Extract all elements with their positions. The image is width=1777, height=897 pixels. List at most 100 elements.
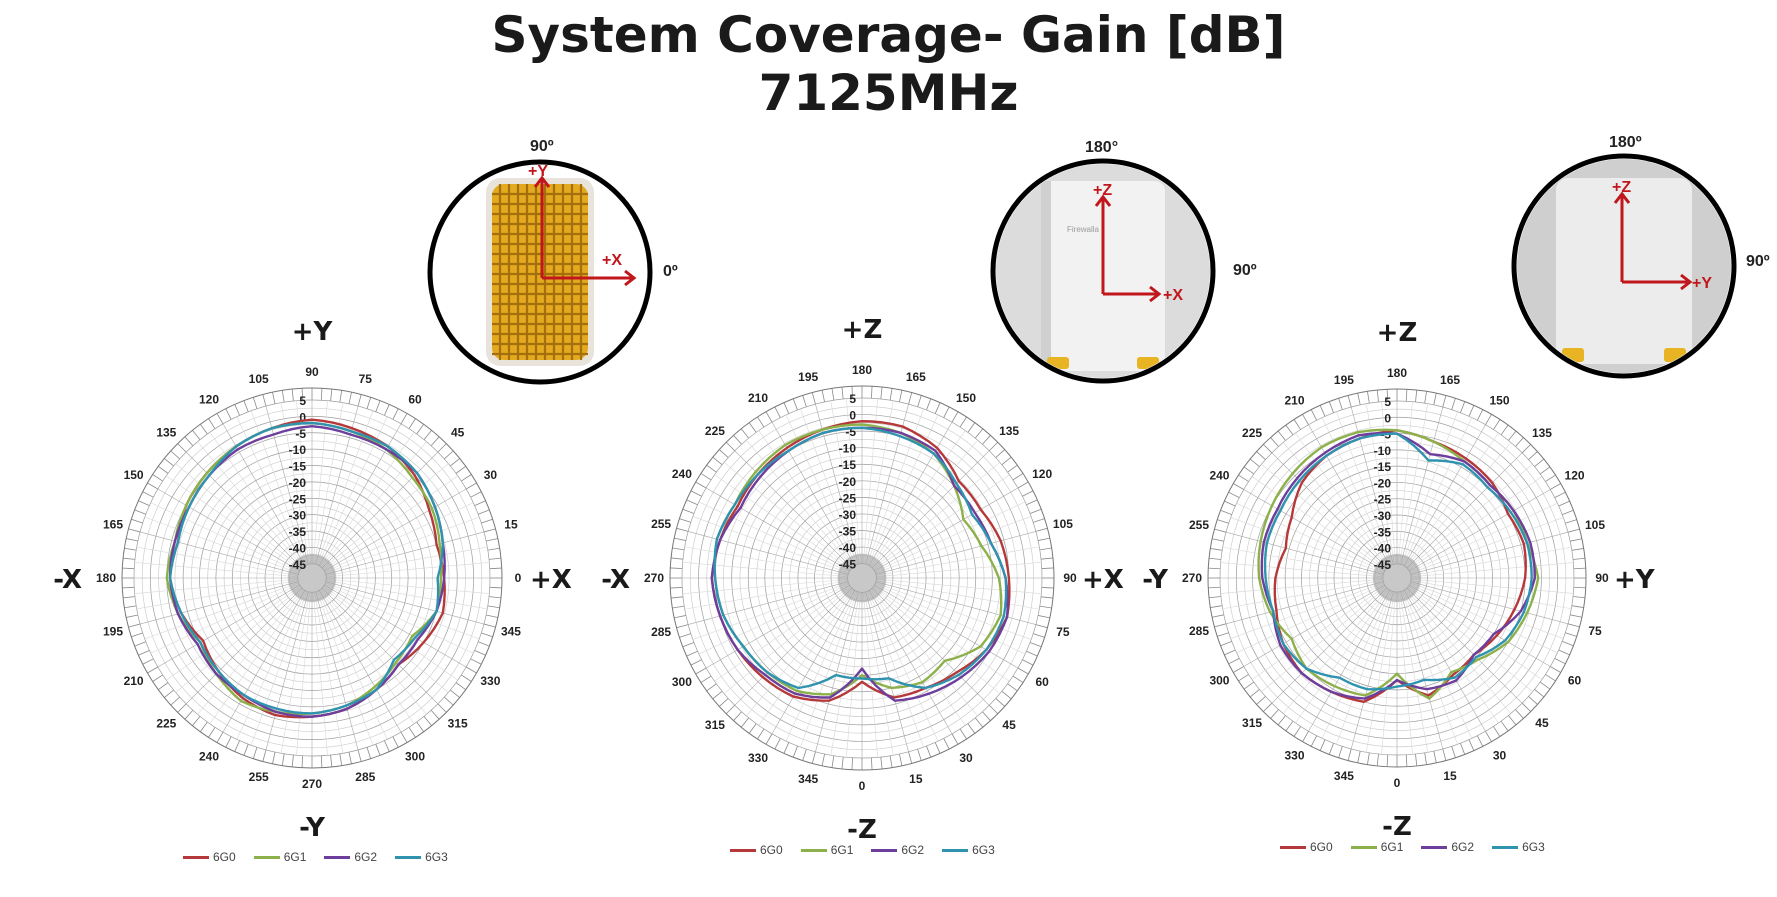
r-tick-label: -10 <box>289 443 307 457</box>
r-tick-label: -25 <box>289 492 307 506</box>
axis-up-label: +Z <box>1093 182 1112 199</box>
legend-item-6g0: 6G0 <box>730 843 783 857</box>
theta-tick-label: 45 <box>1535 716 1549 730</box>
theta-tick-label: 210 <box>1284 393 1304 407</box>
r-tick-label: -10 <box>839 442 857 456</box>
theta-tick-label: 150 <box>124 468 144 482</box>
axis-up-label: +Y <box>528 163 548 180</box>
r-tick-label: -15 <box>1374 460 1392 474</box>
r-tick-label: -40 <box>1374 542 1392 556</box>
outer-tick-ring <box>1207 388 1587 768</box>
r-tick-label: -10 <box>1374 444 1392 458</box>
theta-tick-label: 150 <box>1489 393 1509 407</box>
r-tick-label: 5 <box>849 392 856 406</box>
theta-tick-label: 255 <box>651 517 671 531</box>
legend-item-6g2: 6G2 <box>871 843 924 857</box>
device-inset-top-view: +Y +X <box>426 158 654 386</box>
legend-item-6g0: 6G0 <box>183 850 236 864</box>
theta-tick-label: 195 <box>103 624 123 638</box>
theta-tick-label: 60 <box>1035 675 1049 689</box>
r-tick-label: -5 <box>295 427 306 441</box>
theta-tick-label: 180 <box>852 363 872 377</box>
direction-label-top: +Y <box>292 317 334 347</box>
series-line-6g3 <box>713 426 1008 690</box>
chart-title-line1: System Coverage- Gain [dB] <box>491 6 1286 64</box>
r-tick-label: -20 <box>839 475 857 489</box>
r-tick-label: 5 <box>1384 395 1391 409</box>
legend-item-6g3: 6G3 <box>942 843 995 857</box>
r-tick-label: -25 <box>839 491 857 505</box>
theta-tick-label: 255 <box>249 770 269 784</box>
theta-tick-label: 300 <box>672 675 692 689</box>
direction-label-bottom: -Y <box>299 813 326 843</box>
axis-arrows <box>533 175 637 287</box>
r-tick-label: -45 <box>839 558 857 572</box>
theta-tick-label: 330 <box>480 674 500 688</box>
theta-tick-label: 90 <box>305 365 319 379</box>
theta-tick-label: 60 <box>1568 674 1582 688</box>
theta-tick-label: 180 <box>96 571 116 585</box>
theta-tick-label: 330 <box>748 751 768 765</box>
axis-right-label: +Y <box>1692 275 1712 292</box>
legend-item-6g2: 6G2 <box>1421 840 1474 854</box>
theta-tick-label: 270 <box>1182 571 1202 585</box>
device-inset-side-view: +Z +Y <box>1510 152 1738 380</box>
theta-tick-label: 240 <box>1209 469 1229 483</box>
legend-item-6g1: 6G1 <box>1350 840 1403 854</box>
direction-label-left: -X <box>53 565 82 595</box>
theta-tick-label: 225 <box>1242 426 1262 440</box>
theta-tick-label: 285 <box>651 625 671 639</box>
theta-tick-label: 135 <box>999 424 1019 438</box>
theta-tick-label: 105 <box>1585 518 1605 532</box>
theta-tick-label: 120 <box>1032 467 1052 481</box>
direction-label-left: -Y <box>1142 565 1169 595</box>
chart-title-line2: 7125MHz <box>758 64 1019 122</box>
legend-item-6g0: 6G0 <box>1280 840 1333 854</box>
r-tick-label: -35 <box>1374 525 1392 539</box>
legend-chart-3: 6G0 6G1 6G2 6G3 <box>1280 840 1545 854</box>
inset1-top-angle: 90º <box>530 138 554 155</box>
theta-tick-label: 120 <box>1565 469 1585 483</box>
legend-chart-1: 6G0 6G1 6G2 6G3 <box>183 850 448 864</box>
theta-tick-label: 300 <box>1209 674 1229 688</box>
theta-tick-label: 165 <box>103 518 123 532</box>
theta-tick-label: 90 <box>1063 571 1077 585</box>
r-tick-label: -40 <box>289 541 307 555</box>
theta-tick-label: 270 <box>302 777 322 791</box>
theta-tick-label: 105 <box>1053 517 1073 531</box>
r-tick-label: -20 <box>289 476 307 490</box>
legend-item-6g3: 6G3 <box>395 850 448 864</box>
r-tick-label: -30 <box>839 508 857 522</box>
theta-tick-label: 210 <box>124 674 144 688</box>
theta-tick-label: 345 <box>501 624 521 638</box>
r-tick-label: 0 <box>1384 411 1391 425</box>
theta-tick-label: 165 <box>1440 373 1460 387</box>
theta-tick-label: 345 <box>798 772 818 786</box>
theta-tick-label: 0 <box>859 779 866 793</box>
theta-tick-label: 270 <box>644 571 664 585</box>
series-line-6g0 <box>710 420 1011 702</box>
theta-tick-label: 30 <box>484 468 498 482</box>
theta-tick-label: 240 <box>672 467 692 481</box>
outer-tick-ring <box>669 385 1055 771</box>
theta-tick-label: 255 <box>1189 518 1209 532</box>
theta-tick-label: 315 <box>1242 716 1262 730</box>
direction-label-right: +Y <box>1614 565 1656 595</box>
theta-tick-label: 330 <box>1284 749 1304 763</box>
direction-label-left: -X <box>601 565 630 595</box>
r-tick-label: -30 <box>1374 509 1392 523</box>
theta-tick-label: 30 <box>959 751 973 765</box>
theta-tick-label: 30 <box>1493 749 1507 763</box>
legend-item-6g2: 6G2 <box>324 850 377 864</box>
direction-label-bottom: -Z <box>1382 812 1412 842</box>
direction-label-right: +X <box>1082 565 1124 595</box>
series-line-6g3 <box>168 421 444 715</box>
axis-arrows <box>1613 191 1693 291</box>
axis-right-label: +X <box>602 252 622 269</box>
r-tick-label: 5 <box>299 394 306 408</box>
theta-tick-label: 105 <box>249 372 269 386</box>
theta-tick-label: 15 <box>1443 769 1457 783</box>
